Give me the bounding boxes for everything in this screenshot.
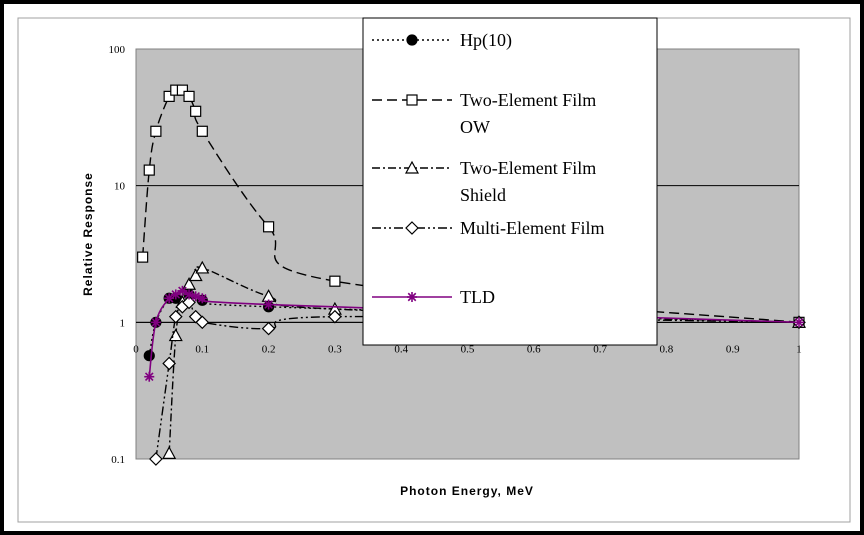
legend-label: TLD	[460, 287, 495, 307]
data-point	[196, 125, 208, 137]
y-axis-title: Relative Response	[81, 172, 95, 296]
data-point	[143, 164, 155, 176]
x-tick-label: 0.4	[394, 343, 408, 355]
data-point	[144, 371, 155, 382]
data-point	[143, 350, 155, 362]
y-tick-label: 10	[114, 181, 126, 193]
data-point	[794, 317, 804, 328]
data-point	[188, 268, 203, 282]
legend-box	[362, 17, 658, 346]
data-point	[164, 293, 175, 304]
data-point	[170, 289, 181, 300]
legend-marker	[407, 292, 417, 302]
legend-marker	[406, 34, 418, 46]
x-axis-title: Photon Energy, MeV	[400, 484, 534, 498]
data-point	[261, 321, 276, 336]
legend-label: Two-Element Film	[460, 158, 596, 178]
legend-entry: TLD	[372, 287, 495, 307]
data-point	[150, 317, 161, 328]
data-point	[184, 289, 195, 300]
data-point	[190, 105, 202, 117]
data-point	[149, 452, 163, 466]
data-point	[163, 90, 175, 102]
legend-marker	[406, 94, 418, 106]
data-point	[190, 291, 201, 302]
x-tick-label: 0.1	[195, 343, 209, 355]
legend-label: Two-Element Film	[460, 90, 596, 110]
data-point	[329, 275, 341, 287]
legend-label: Multi-Element Film	[460, 218, 605, 238]
legend-entry: Multi-Element Film	[372, 218, 605, 238]
data-point	[195, 315, 210, 330]
legend-label-line2: OW	[460, 117, 490, 137]
y-tick-label: 100	[109, 44, 126, 56]
legend-entry: Hp(10)	[372, 30, 512, 51]
x-tick-label: 1	[796, 343, 802, 355]
legend-marker	[405, 221, 419, 235]
data-point	[183, 90, 195, 102]
data-point	[137, 251, 149, 263]
legend-marker	[404, 160, 420, 174]
x-tick-label: 0.9	[726, 343, 740, 355]
data-point	[168, 309, 183, 324]
data-point	[150, 125, 162, 137]
data-point	[182, 276, 197, 290]
legend-entry: Two-Element Film OW	[372, 90, 596, 137]
y-tick-label: 1	[120, 317, 126, 329]
x-tick-label: 0.2	[262, 343, 276, 355]
data-point	[197, 293, 208, 304]
x-tick-label: 0.5	[461, 343, 475, 355]
x-tick-label: 0.7	[593, 343, 607, 355]
x-tick-label: 0.6	[527, 343, 541, 355]
x-tick-label: 0.8	[660, 343, 674, 355]
tick-labels: 0.1 1 10 100 0 0.1 0.2 0.3 0.4 0.5 0.6 0.7 0.8 0.9 1	[109, 44, 802, 466]
data-point	[263, 221, 275, 233]
data-point	[176, 84, 189, 96]
legend-label-line2: Shield	[460, 185, 506, 205]
data-point	[195, 260, 210, 274]
x-tick-label: 0.3	[328, 343, 342, 355]
legend-entry: Two-Element Film Shield	[372, 158, 596, 205]
data-point	[263, 299, 274, 310]
y-tick-label: 0.1	[111, 454, 125, 466]
x-tick-label: 0	[133, 343, 139, 355]
data-point	[162, 446, 177, 459]
legend-label: Hp(10)	[460, 30, 512, 51]
data-point	[162, 356, 176, 371]
data-point	[328, 309, 342, 324]
